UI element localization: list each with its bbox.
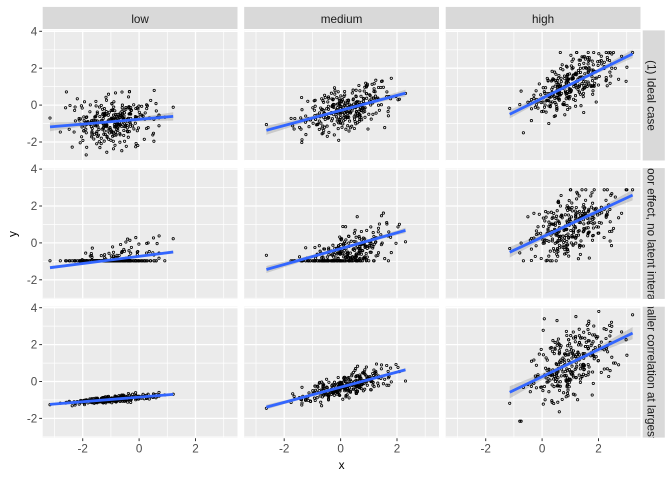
svg-text:4: 4 bbox=[31, 302, 38, 315]
svg-text:4: 4 bbox=[31, 25, 38, 38]
svg-text:2: 2 bbox=[192, 443, 199, 456]
svg-text:2: 2 bbox=[595, 443, 602, 456]
svg-text:low: low bbox=[131, 13, 149, 26]
svg-text:-2: -2 bbox=[480, 443, 490, 456]
svg-text:4: 4 bbox=[31, 163, 38, 176]
svg-text:0: 0 bbox=[31, 237, 38, 250]
svg-text:-2: -2 bbox=[27, 274, 37, 287]
svg-text:0: 0 bbox=[337, 443, 344, 456]
svg-text:2: 2 bbox=[31, 200, 38, 213]
svg-text:(2) floor effect, no latent in: (2) floor effect, no latent interaction bbox=[645, 145, 658, 325]
svg-text:2: 2 bbox=[31, 62, 38, 75]
svg-text:x: x bbox=[339, 458, 345, 472]
svg-text:0: 0 bbox=[31, 376, 38, 389]
svg-text:0: 0 bbox=[539, 443, 546, 456]
svg-text:-2: -2 bbox=[27, 136, 37, 149]
svg-text:-2: -2 bbox=[279, 443, 289, 456]
svg-text:(3) smaller correlation at lar: (3) smaller correlation at largest x bbox=[645, 276, 658, 450]
svg-text:-2: -2 bbox=[27, 413, 37, 426]
svg-text:y: y bbox=[6, 231, 20, 237]
svg-text:0: 0 bbox=[31, 99, 38, 112]
svg-text:2: 2 bbox=[394, 443, 401, 456]
svg-text:-2: -2 bbox=[77, 443, 87, 456]
svg-text:2: 2 bbox=[31, 339, 38, 352]
svg-text:high: high bbox=[532, 13, 554, 26]
svg-text:0: 0 bbox=[136, 443, 143, 456]
svg-text:medium: medium bbox=[321, 13, 363, 26]
svg-text:(1) Ideal case: (1) Ideal case bbox=[645, 60, 658, 131]
